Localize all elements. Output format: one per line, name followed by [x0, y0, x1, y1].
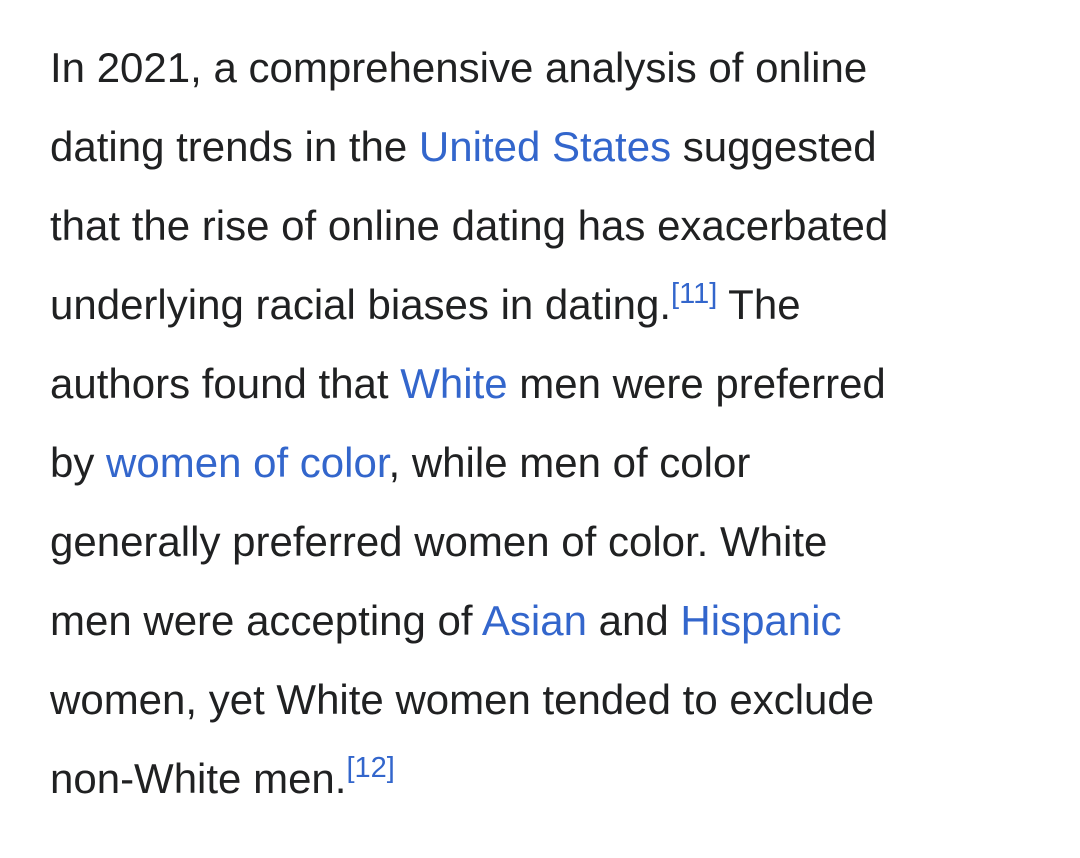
- link-asian[interactable]: Asian: [481, 597, 587, 644]
- citation-11: [11]: [671, 278, 717, 310]
- text-line: underlying racial biases in dating.[11] …: [50, 265, 888, 344]
- text-line: women, yet White women tended to exclude: [50, 660, 888, 739]
- article-paragraph: In 2021, a comprehensive analysis of onl…: [50, 28, 888, 818]
- text: men were preferred: [507, 360, 886, 407]
- text: women, yet White women tended to exclude: [50, 676, 875, 723]
- link-united-states[interactable]: United States: [418, 123, 672, 170]
- text-line: by women of color, while men of color: [50, 423, 888, 502]
- text: underlying racial biases in dating.: [50, 281, 672, 328]
- text: by: [50, 439, 107, 486]
- text: In 2021, a comprehensive analysis of onl…: [50, 44, 868, 91]
- citation-link-12[interactable]: [12]: [346, 752, 395, 785]
- text-line: that the rise of online dating has exace…: [50, 186, 888, 265]
- link-hispanic[interactable]: Hispanic: [680, 597, 842, 644]
- text-line: non-White men.[12]: [50, 739, 888, 818]
- text: The: [717, 281, 801, 328]
- text: dating trends in the: [50, 123, 419, 170]
- text-line: authors found that White men were prefer…: [50, 344, 888, 423]
- text: non-White men.: [50, 755, 347, 802]
- text-line: dating trends in the United States sugge…: [50, 107, 888, 186]
- text-line: In 2021, a comprehensive analysis of onl…: [50, 28, 888, 107]
- text: , while men of color: [388, 439, 751, 486]
- text: that the rise of online dating has exace…: [50, 202, 889, 249]
- text: and: [586, 597, 681, 644]
- link-white[interactable]: White: [400, 360, 508, 407]
- citation-12: [12]: [346, 752, 394, 784]
- text: suggested: [671, 123, 877, 170]
- text-line: men were accepting of Asian and Hispanic: [50, 581, 888, 660]
- text: authors found that: [50, 360, 401, 407]
- text: men were accepting of: [50, 597, 482, 644]
- link-women-of-color[interactable]: women of color: [106, 439, 389, 486]
- text: generally preferred women of color. Whit…: [50, 518, 828, 565]
- citation-link-11[interactable]: [11]: [671, 278, 718, 311]
- text-line: generally preferred women of color. Whit…: [50, 502, 888, 581]
